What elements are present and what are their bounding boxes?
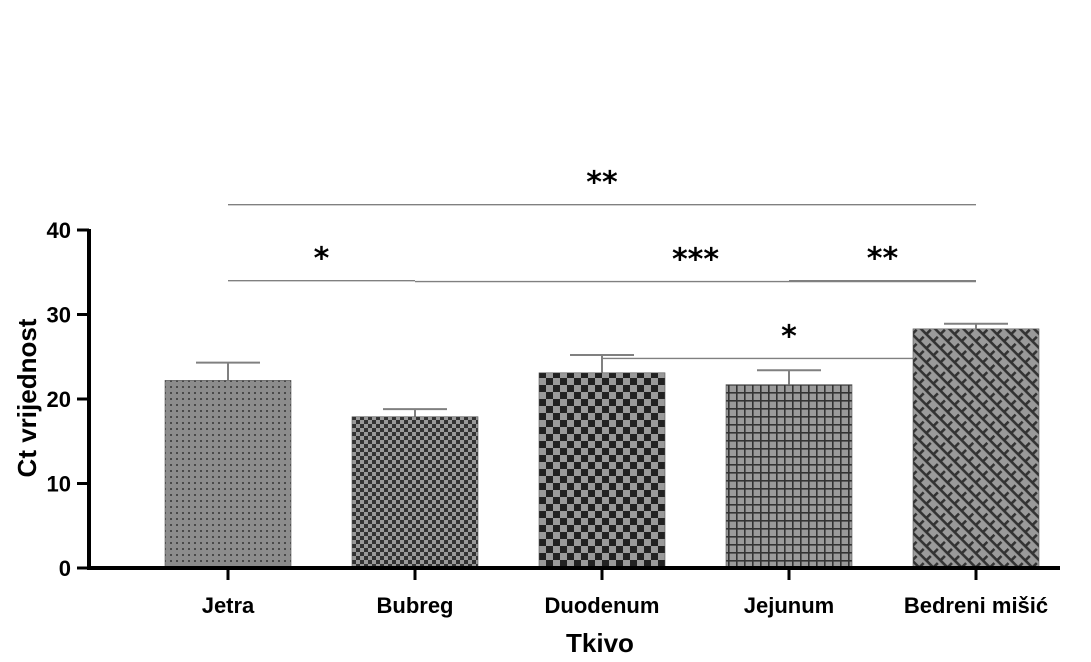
- y-tick-label-20: 20: [47, 387, 71, 412]
- significance-label-2: *: [781, 319, 797, 354]
- bar-jetra: [164, 380, 292, 569]
- significance-label-4: **: [867, 242, 899, 277]
- y-tick-label-0: 0: [59, 556, 71, 581]
- bars-layer: [164, 328, 1040, 569]
- bar-jejunum: [725, 384, 853, 569]
- significance-label-0: **: [586, 166, 618, 201]
- y-axis-title: Ct vrijednost: [12, 318, 42, 477]
- significance-label-3: *: [314, 242, 330, 277]
- x-tick-label-4: Bedreni mišić: [904, 593, 1048, 618]
- x-axis-title: Tkivo: [566, 628, 634, 658]
- y-tick-label-10: 10: [47, 472, 71, 497]
- bar-duodenum: [538, 372, 666, 569]
- significance-label-1: ***: [672, 243, 719, 278]
- y-tick-label-30: 30: [47, 303, 71, 328]
- x-tick-label-3: Jejunum: [744, 593, 834, 618]
- error-bars-layer: [196, 322, 1008, 417]
- significance-layer: ******* **: [228, 166, 976, 360]
- x-tick-label-2: Duodenum: [545, 593, 660, 618]
- x-tick-label-0: Jetra: [202, 593, 255, 618]
- bar-bubreg: [351, 416, 479, 569]
- axes-layer: 0 10 20 30 40 Jetra Bubreg Duodenum Jejunum Bedre…: [47, 218, 1060, 618]
- x-tick-label-1: Bubreg: [377, 593, 454, 618]
- y-tick-label-40: 40: [47, 218, 71, 243]
- bar-bedreni-mišić: [912, 328, 1040, 569]
